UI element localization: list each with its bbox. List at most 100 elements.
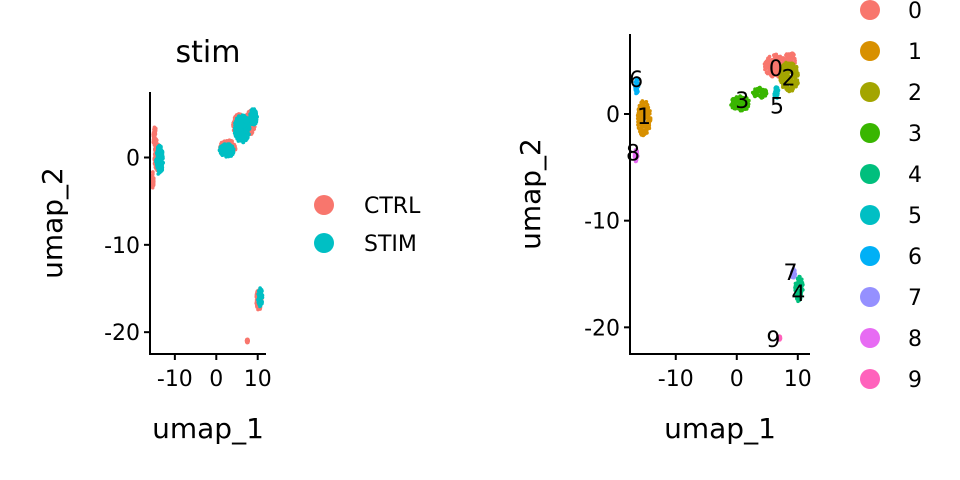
data-point [640, 100, 645, 104]
data-point [785, 64, 789, 68]
data-point [218, 146, 223, 150]
data-point [770, 73, 774, 77]
data-point [236, 114, 241, 119]
y-tick-label: -10 [104, 234, 140, 259]
data-point [647, 118, 651, 122]
stim-umap-panel: -10 0 10 0 -10 -20 stim umap_1 umap_2 [36, 35, 272, 445]
data-point [235, 132, 240, 136]
data-point [782, 82, 786, 86]
legend-key [860, 123, 880, 143]
data-point [732, 101, 736, 105]
data-point [243, 129, 248, 134]
data-point [764, 89, 768, 93]
data-point [796, 73, 800, 77]
data-point [236, 125, 241, 130]
data-point [638, 104, 643, 108]
data-point [150, 174, 155, 179]
data-point [639, 123, 644, 127]
data-point [795, 292, 800, 296]
data-point [772, 55, 777, 60]
legend-key [314, 195, 334, 215]
data-point [246, 120, 250, 124]
cluster-label-6: 6 [629, 68, 643, 93]
data-point [798, 296, 803, 301]
point-group-7 [789, 267, 798, 280]
data-point [235, 128, 240, 133]
data-point [153, 128, 158, 132]
data-point [159, 168, 164, 173]
data-point [795, 276, 800, 281]
data-point [791, 53, 795, 57]
point-group-stim [154, 107, 265, 309]
data-point [249, 113, 253, 117]
cluster-label-4: 4 [791, 282, 805, 307]
data-point [732, 104, 736, 108]
cluster-label-9: 9 [766, 328, 780, 353]
data-point [243, 137, 248, 142]
point-group-4 [793, 274, 805, 304]
data-point [643, 124, 647, 128]
data-point [156, 145, 161, 150]
data-point [641, 133, 645, 137]
data-point [224, 154, 228, 158]
data-point [159, 157, 164, 162]
data-point [744, 96, 749, 100]
data-point [793, 274, 797, 279]
legend-key [314, 233, 334, 253]
x-tick-label: 10 [784, 367, 812, 392]
data-point [221, 149, 225, 153]
data-point [259, 293, 263, 298]
data-point [231, 147, 235, 152]
data-point [247, 132, 251, 137]
data-point [767, 57, 771, 62]
data-point [737, 102, 742, 106]
y-tick-label: -20 [584, 316, 620, 341]
legend-key [860, 369, 880, 389]
data-point [250, 107, 255, 111]
data-point [150, 185, 155, 190]
data-point [795, 81, 799, 85]
data-point [227, 147, 231, 151]
data-point [256, 297, 260, 302]
data-point [783, 75, 788, 79]
plot-title: stim [176, 35, 241, 70]
data-point [794, 69, 799, 73]
data-point [647, 124, 651, 128]
data-point [220, 153, 225, 157]
cluster-label-8: 8 [626, 141, 640, 166]
legend-key [860, 0, 880, 20]
data-point [641, 118, 645, 122]
point-group-1 [635, 99, 653, 138]
data-point [778, 77, 783, 82]
data-point [747, 98, 751, 103]
x-tick-label: -10 [157, 367, 193, 392]
data-point [644, 129, 649, 133]
legend-key [860, 328, 880, 348]
data-point [636, 120, 640, 124]
data-point [226, 151, 230, 155]
data-point [760, 92, 765, 96]
data-point [245, 117, 249, 121]
legend-label: 7 [908, 286, 922, 311]
x-tick-label: 0 [730, 367, 744, 392]
data-point [245, 338, 249, 343]
data-point [796, 284, 801, 289]
data-point [639, 111, 644, 115]
data-point [785, 68, 789, 73]
data-point [635, 82, 639, 87]
data-point [635, 76, 639, 80]
x-tick-label: -10 [658, 367, 694, 392]
data-point [228, 154, 233, 158]
data-point [730, 98, 734, 102]
data-point [780, 64, 785, 68]
data-point [242, 114, 246, 118]
data-point [790, 79, 795, 84]
data-point [738, 98, 742, 103]
y-tick-label: -20 [104, 321, 140, 346]
data-point [158, 165, 162, 170]
legend-label: 8 [908, 327, 922, 352]
stim-legend: CTRL STIM [314, 194, 421, 257]
x-tick-label: 0 [209, 367, 223, 392]
data-point [644, 115, 649, 119]
